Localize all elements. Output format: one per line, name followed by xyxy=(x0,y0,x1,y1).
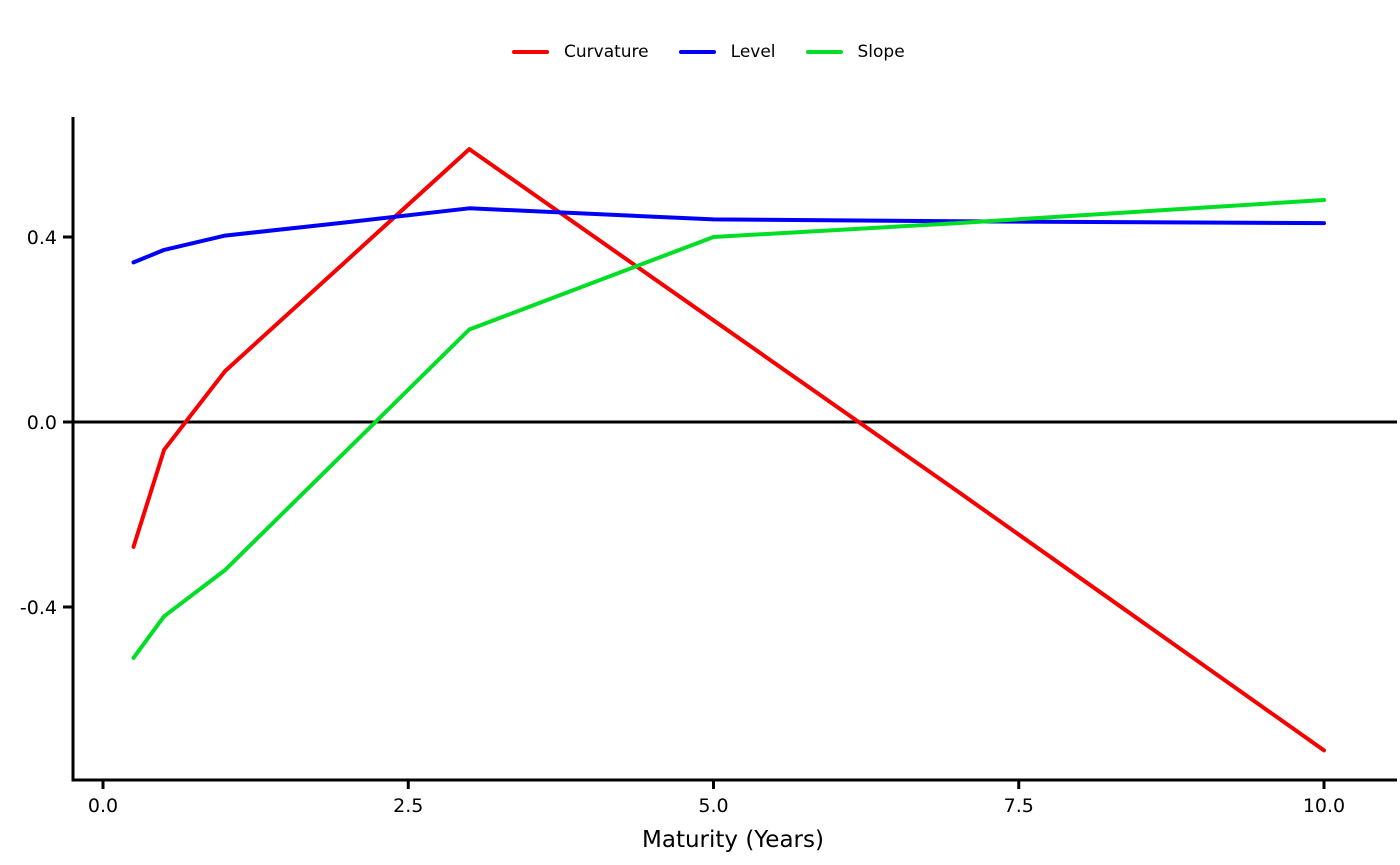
legend-swatch-slope xyxy=(805,50,843,54)
legend-label-slope: Slope xyxy=(857,42,905,62)
legend-swatch-level xyxy=(678,50,716,54)
x-tick-label: 2.5 xyxy=(393,795,423,817)
x-tick-label: 10.0 xyxy=(1303,795,1345,817)
legend-label-curvature: Curvature xyxy=(564,42,649,62)
legend-item-curvature: Curvature xyxy=(512,42,649,62)
x-axis-label: Maturity (Years) xyxy=(642,827,824,853)
series-lines xyxy=(131,147,1326,753)
x-tick-label: 5.0 xyxy=(698,795,728,817)
y-tick-label: 0.0 xyxy=(27,412,57,434)
y-tick-label: -0.4 xyxy=(20,597,57,619)
axes: 0.4 0.0 -0.4 0.0 2.5 5.0 7.5 10.0 xyxy=(20,117,1397,817)
x-tick-label: 0.0 xyxy=(88,795,118,817)
y-tick-label: 0.4 xyxy=(27,227,57,249)
chart-legend: Curvature Level Slope xyxy=(512,40,905,64)
legend-label-level: Level xyxy=(730,42,776,62)
x-tick-label: 7.5 xyxy=(1004,795,1034,817)
legend-item-slope: Slope xyxy=(805,42,905,62)
slope-line xyxy=(131,198,1326,660)
legend-swatch-curvature xyxy=(512,50,549,54)
curvature-line xyxy=(131,147,1326,753)
legend-item-level: Level xyxy=(678,42,776,62)
level-line xyxy=(131,206,1326,265)
